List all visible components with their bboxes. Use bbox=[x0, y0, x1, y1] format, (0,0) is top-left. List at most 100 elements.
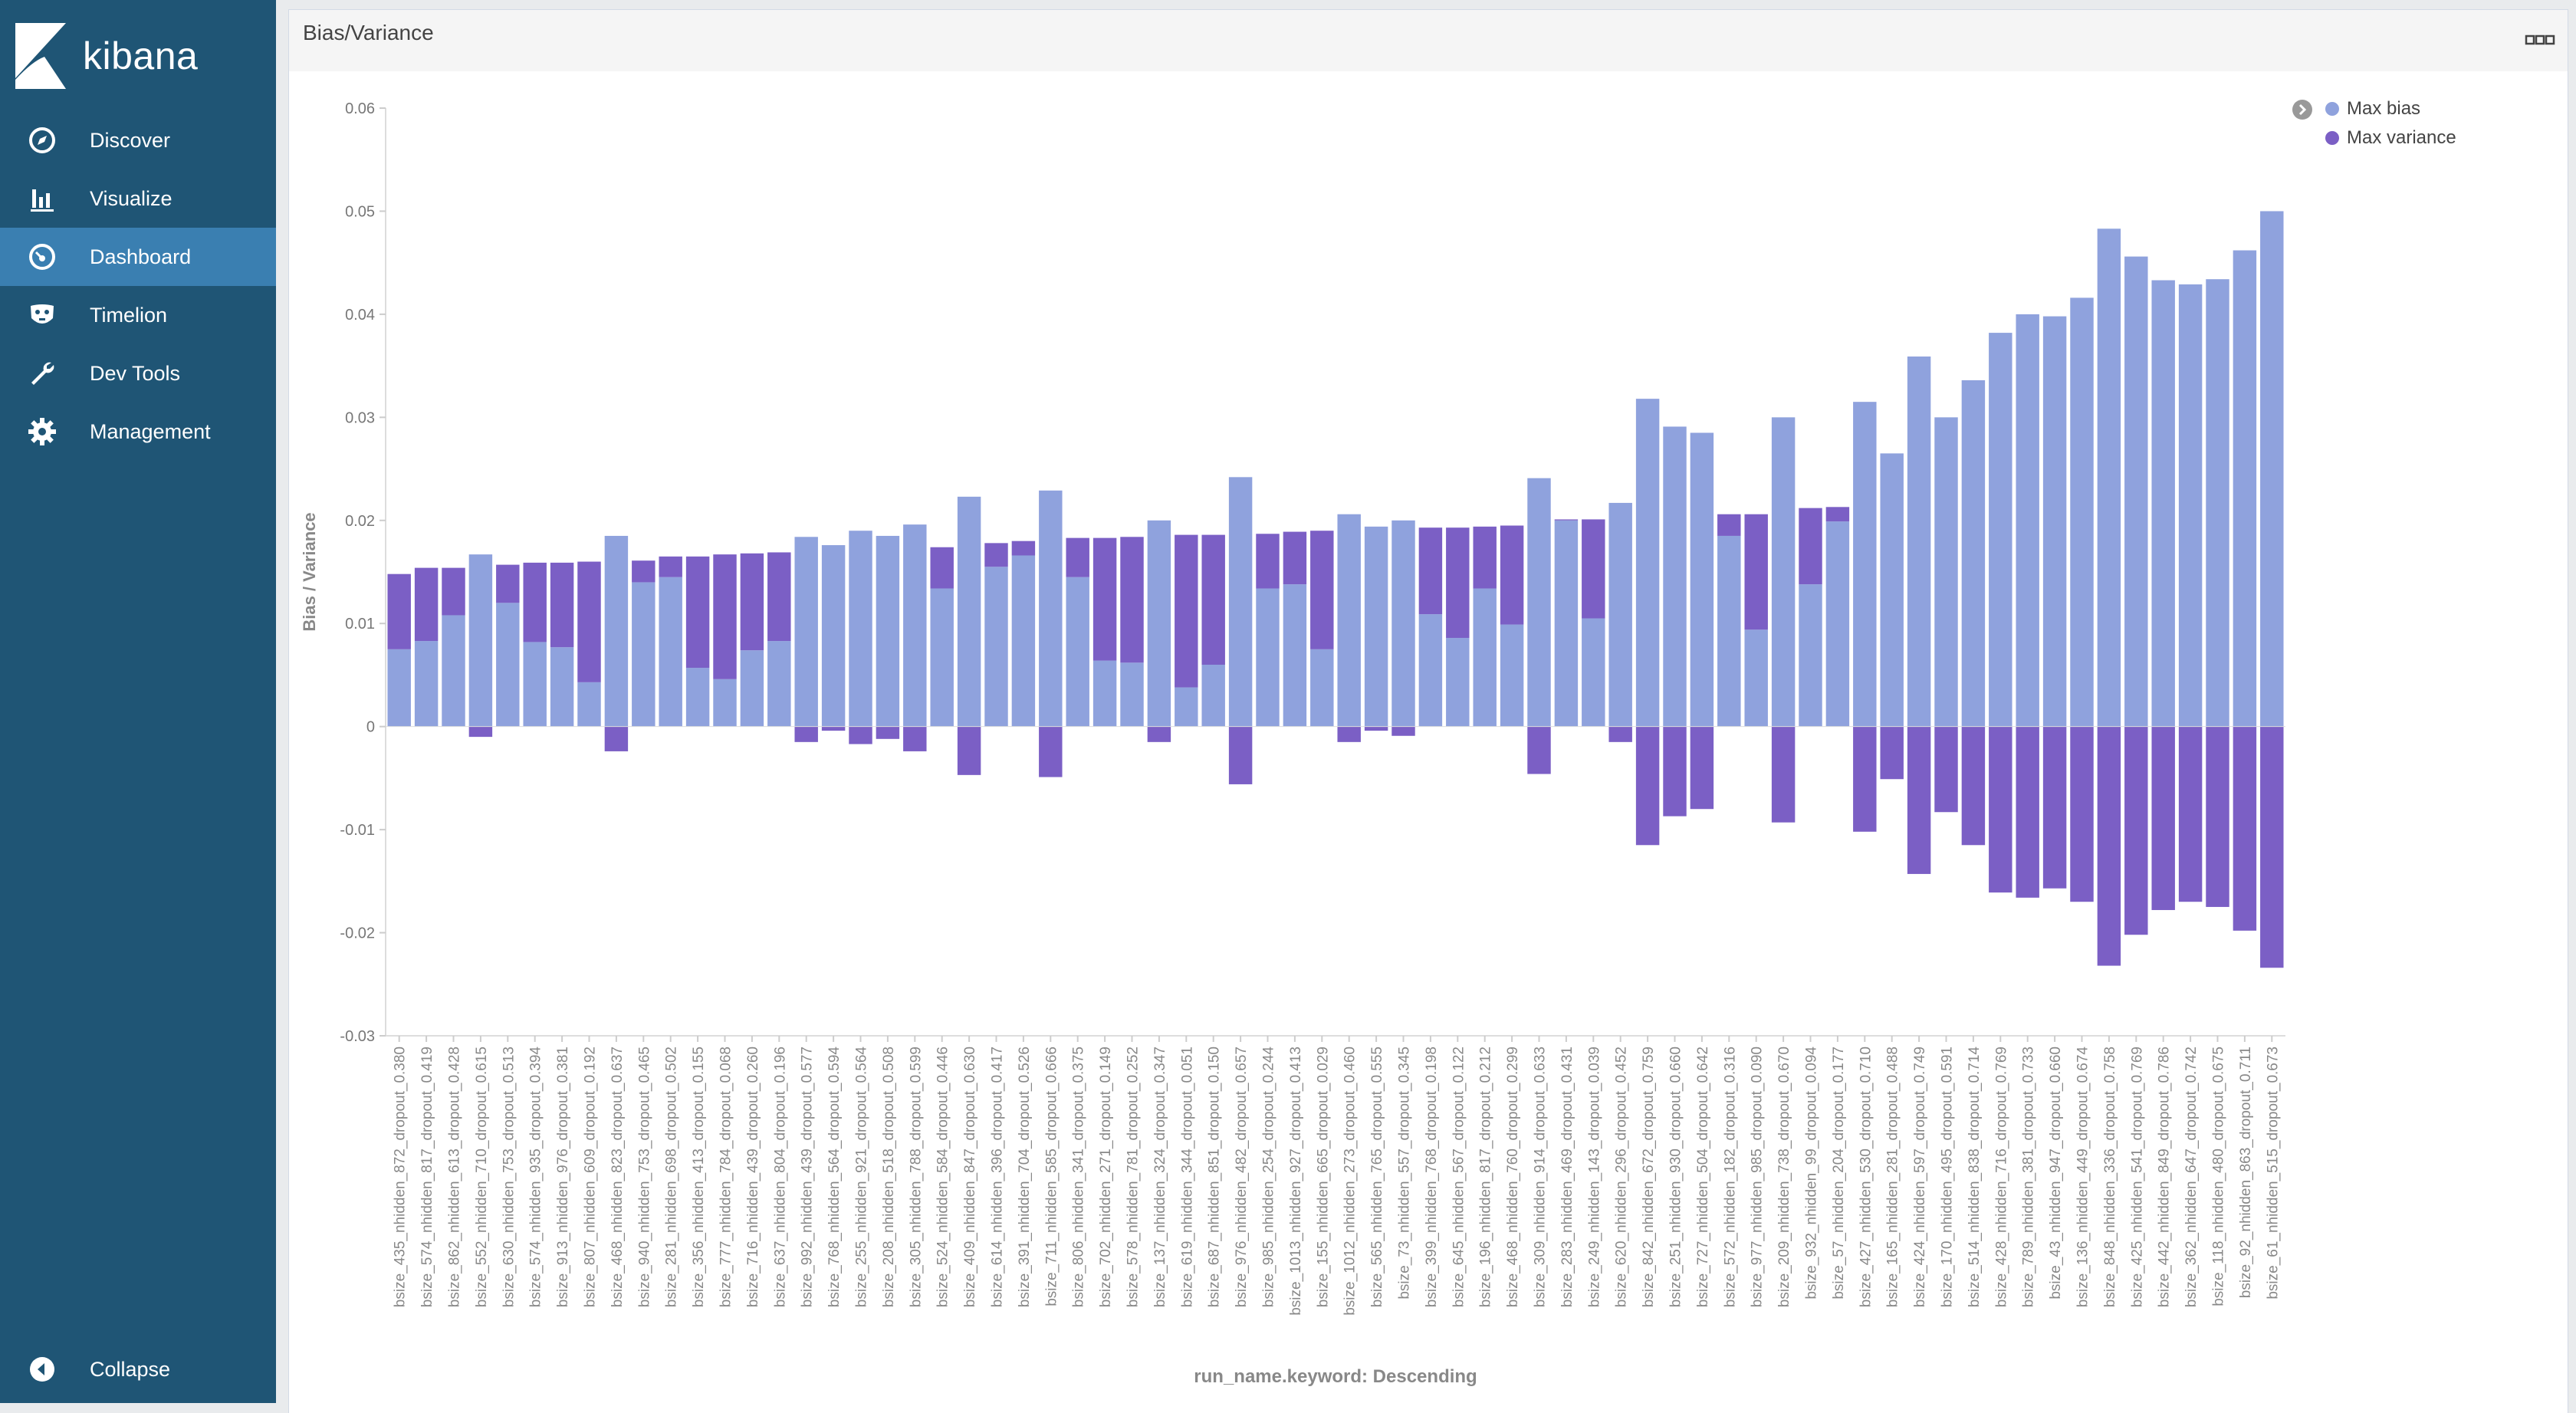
x-tick-label: bsize_578_nhidden_781_dropout_0.252 bbox=[1125, 1047, 1142, 1307]
bar-max-variance bbox=[2016, 726, 2039, 898]
x-tick-label: bsize_43_nhidden_947_dropout_0.660 bbox=[2048, 1047, 2064, 1300]
bar-max-bias bbox=[442, 615, 465, 727]
bar-max-bias bbox=[1663, 426, 1687, 727]
sidebar-item-label: Dashboard bbox=[90, 245, 192, 268]
bar-max-bias bbox=[1744, 629, 1768, 727]
legend-toggle-icon[interactable] bbox=[2292, 99, 2313, 124]
collapse-arrow-icon bbox=[27, 1354, 58, 1385]
bar-max-bias bbox=[849, 531, 872, 727]
x-tick-label: bsize_687_nhidden_851_dropout_0.150 bbox=[1207, 1047, 1223, 1307]
x-tick-label: bsize_442_nhidden_849_dropout_0.786 bbox=[2157, 1047, 2173, 1307]
x-tick-label: bsize_842_nhidden_672_dropout_0.759 bbox=[1641, 1047, 1657, 1307]
bar-max-bias bbox=[876, 535, 900, 727]
x-tick-label: bsize_913_nhidden_976_dropout_0.381 bbox=[555, 1047, 571, 1307]
bar-max-bias bbox=[903, 524, 927, 727]
x-tick-label: bsize_425_nhidden_541_dropout_0.769 bbox=[2129, 1047, 2145, 1307]
bar-max-variance bbox=[1690, 726, 1714, 810]
kibana-logo[interactable]: kibana bbox=[15, 21, 198, 90]
bar-max-variance bbox=[1582, 519, 1605, 619]
bar-max-bias bbox=[1608, 502, 1632, 727]
bar-max-bias bbox=[1039, 490, 1063, 727]
bar-max-variance bbox=[1907, 726, 1931, 874]
bar-max-bias bbox=[1717, 535, 1741, 727]
bar-max-bias bbox=[685, 668, 710, 727]
gear-icon bbox=[27, 416, 58, 447]
legend-item-max-variance[interactable]: Max variance bbox=[2325, 123, 2456, 153]
app-name: kibana bbox=[83, 35, 199, 77]
bar-max-bias bbox=[821, 545, 846, 727]
visualization-panel: Bias/Variance 0.06 0.05 0.04 0.03 0.02 0.01 0 -… bbox=[288, 9, 2568, 1413]
bar-max-variance bbox=[442, 567, 465, 616]
bar-max-bias bbox=[794, 537, 818, 727]
bar-max-variance bbox=[1418, 527, 1443, 615]
bar-max-bias bbox=[930, 588, 954, 727]
bar-max-variance bbox=[604, 726, 629, 751]
bar-max-variance bbox=[1663, 726, 1687, 817]
x-tick-label: bsize_196_nhidden_817_dropout_0.212 bbox=[1478, 1047, 1494, 1307]
bar-max-bias bbox=[523, 642, 547, 727]
bar-max-bias bbox=[1147, 520, 1171, 727]
chart-legend: Max bias Max variance bbox=[2325, 94, 2456, 153]
bar-max-variance bbox=[1337, 726, 1361, 742]
bar-max-bias bbox=[1092, 660, 1117, 727]
sidebar-item-discover[interactable]: Discover bbox=[0, 111, 276, 169]
x-tick-label: bsize_155_nhidden_665_dropout_0.029 bbox=[1315, 1047, 1331, 1307]
x-tick-label: bsize_574_nhidden_935_dropout_0.394 bbox=[528, 1047, 544, 1308]
bar-max-bias bbox=[604, 535, 629, 727]
bar-max-variance bbox=[2178, 726, 2203, 902]
bar-max-bias bbox=[1120, 662, 1144, 727]
collapse-button[interactable]: Collapse bbox=[0, 1340, 276, 1398]
x-tick-label: bsize_209_nhidden_738_dropout_0.670 bbox=[1776, 1047, 1792, 1307]
x-tick-label: bsize_848_nhidden_336_dropout_0.758 bbox=[2102, 1047, 2118, 1307]
sidebar-item-timelion[interactable]: Timelion bbox=[0, 286, 276, 344]
x-tick-label: bsize_424_nhidden_597_dropout_0.749 bbox=[1912, 1047, 1928, 1307]
x-tick-label: bsize_362_nhidden_647_dropout_0.742 bbox=[2183, 1047, 2200, 1307]
sidebar-item-dashboard[interactable]: Dashboard bbox=[0, 228, 276, 286]
bar-max-bias bbox=[2178, 284, 2203, 727]
sidebar-item-visualize[interactable]: Visualize bbox=[0, 169, 276, 228]
panel-options-icon[interactable] bbox=[2525, 33, 2555, 48]
x-tick-label: bsize_727_nhidden_504_dropout_0.642 bbox=[1695, 1047, 1711, 1307]
x-tick-label: bsize_977_nhidden_985_dropout_0.090 bbox=[1750, 1047, 1766, 1307]
y-tick-label: 0.01 bbox=[345, 616, 375, 633]
bar-max-bias bbox=[2042, 316, 2067, 727]
panel-header: Bias/Variance bbox=[289, 10, 2568, 71]
bar-max-bias bbox=[1799, 584, 1822, 727]
bar-max-bias bbox=[740, 650, 764, 727]
collapse-label: Collapse bbox=[90, 1357, 171, 1381]
sidebar-item-management[interactable]: Management bbox=[0, 403, 276, 461]
legend-dot-max-bias bbox=[2325, 102, 2339, 116]
x-tick-label: bsize_619_nhidden_344_dropout_0.051 bbox=[1179, 1047, 1195, 1307]
x-tick-label: bsize_806_nhidden_341_dropout_0.375 bbox=[1071, 1047, 1087, 1307]
x-tick-label: bsize_356_nhidden_413_dropout_0.155 bbox=[691, 1047, 707, 1307]
bar-max-bias bbox=[2097, 228, 2121, 727]
x-tick-label: bsize_92_nhidden_863_dropout_0.711 bbox=[2238, 1047, 2254, 1298]
bar-max-bias bbox=[1418, 614, 1443, 727]
bar-max-variance bbox=[2260, 726, 2284, 968]
x-tick-label: bsize_777_nhidden_784_dropout_0.068 bbox=[718, 1047, 734, 1307]
x-tick-label: bsize_468_nhidden_823_dropout_0.637 bbox=[610, 1047, 626, 1307]
bar-max-variance bbox=[1092, 537, 1117, 661]
bar-max-bias bbox=[2260, 211, 2284, 727]
bar-max-variance bbox=[1011, 541, 1036, 556]
bar-max-bias bbox=[1880, 453, 1904, 727]
sidebar-item-label: Management bbox=[90, 419, 211, 443]
x-tick-label: bsize_645_nhidden_567_dropout_0.122 bbox=[1451, 1047, 1467, 1307]
x-tick-label: bsize_435_nhidden_872_dropout_0.380 bbox=[393, 1047, 409, 1307]
bar-max-variance bbox=[794, 726, 818, 742]
bar-max-variance bbox=[1853, 726, 1877, 832]
y-tick-label: 0.03 bbox=[345, 409, 375, 426]
bar-max-variance bbox=[2151, 726, 2175, 910]
x-tick-label: bsize_524_nhidden_584_dropout_0.446 bbox=[935, 1047, 951, 1307]
bar-max-bias bbox=[632, 582, 656, 727]
y-tick-label: 0.04 bbox=[345, 307, 375, 324]
legend-item-max-bias[interactable]: Max bias bbox=[2325, 94, 2456, 123]
sidebar-item-dev-tools[interactable]: Dev Tools bbox=[0, 344, 276, 403]
bar-max-variance bbox=[1473, 526, 1497, 589]
bar-max-bias bbox=[957, 496, 981, 727]
x-tick-label: bsize_630_nhidden_753_dropout_0.513 bbox=[501, 1047, 517, 1307]
bar-max-variance bbox=[632, 560, 656, 583]
bar-max-bias bbox=[659, 577, 682, 727]
x-tick-label: bsize_391_nhidden_704_dropout_0.526 bbox=[1017, 1047, 1033, 1307]
bar-max-bias bbox=[496, 603, 520, 727]
